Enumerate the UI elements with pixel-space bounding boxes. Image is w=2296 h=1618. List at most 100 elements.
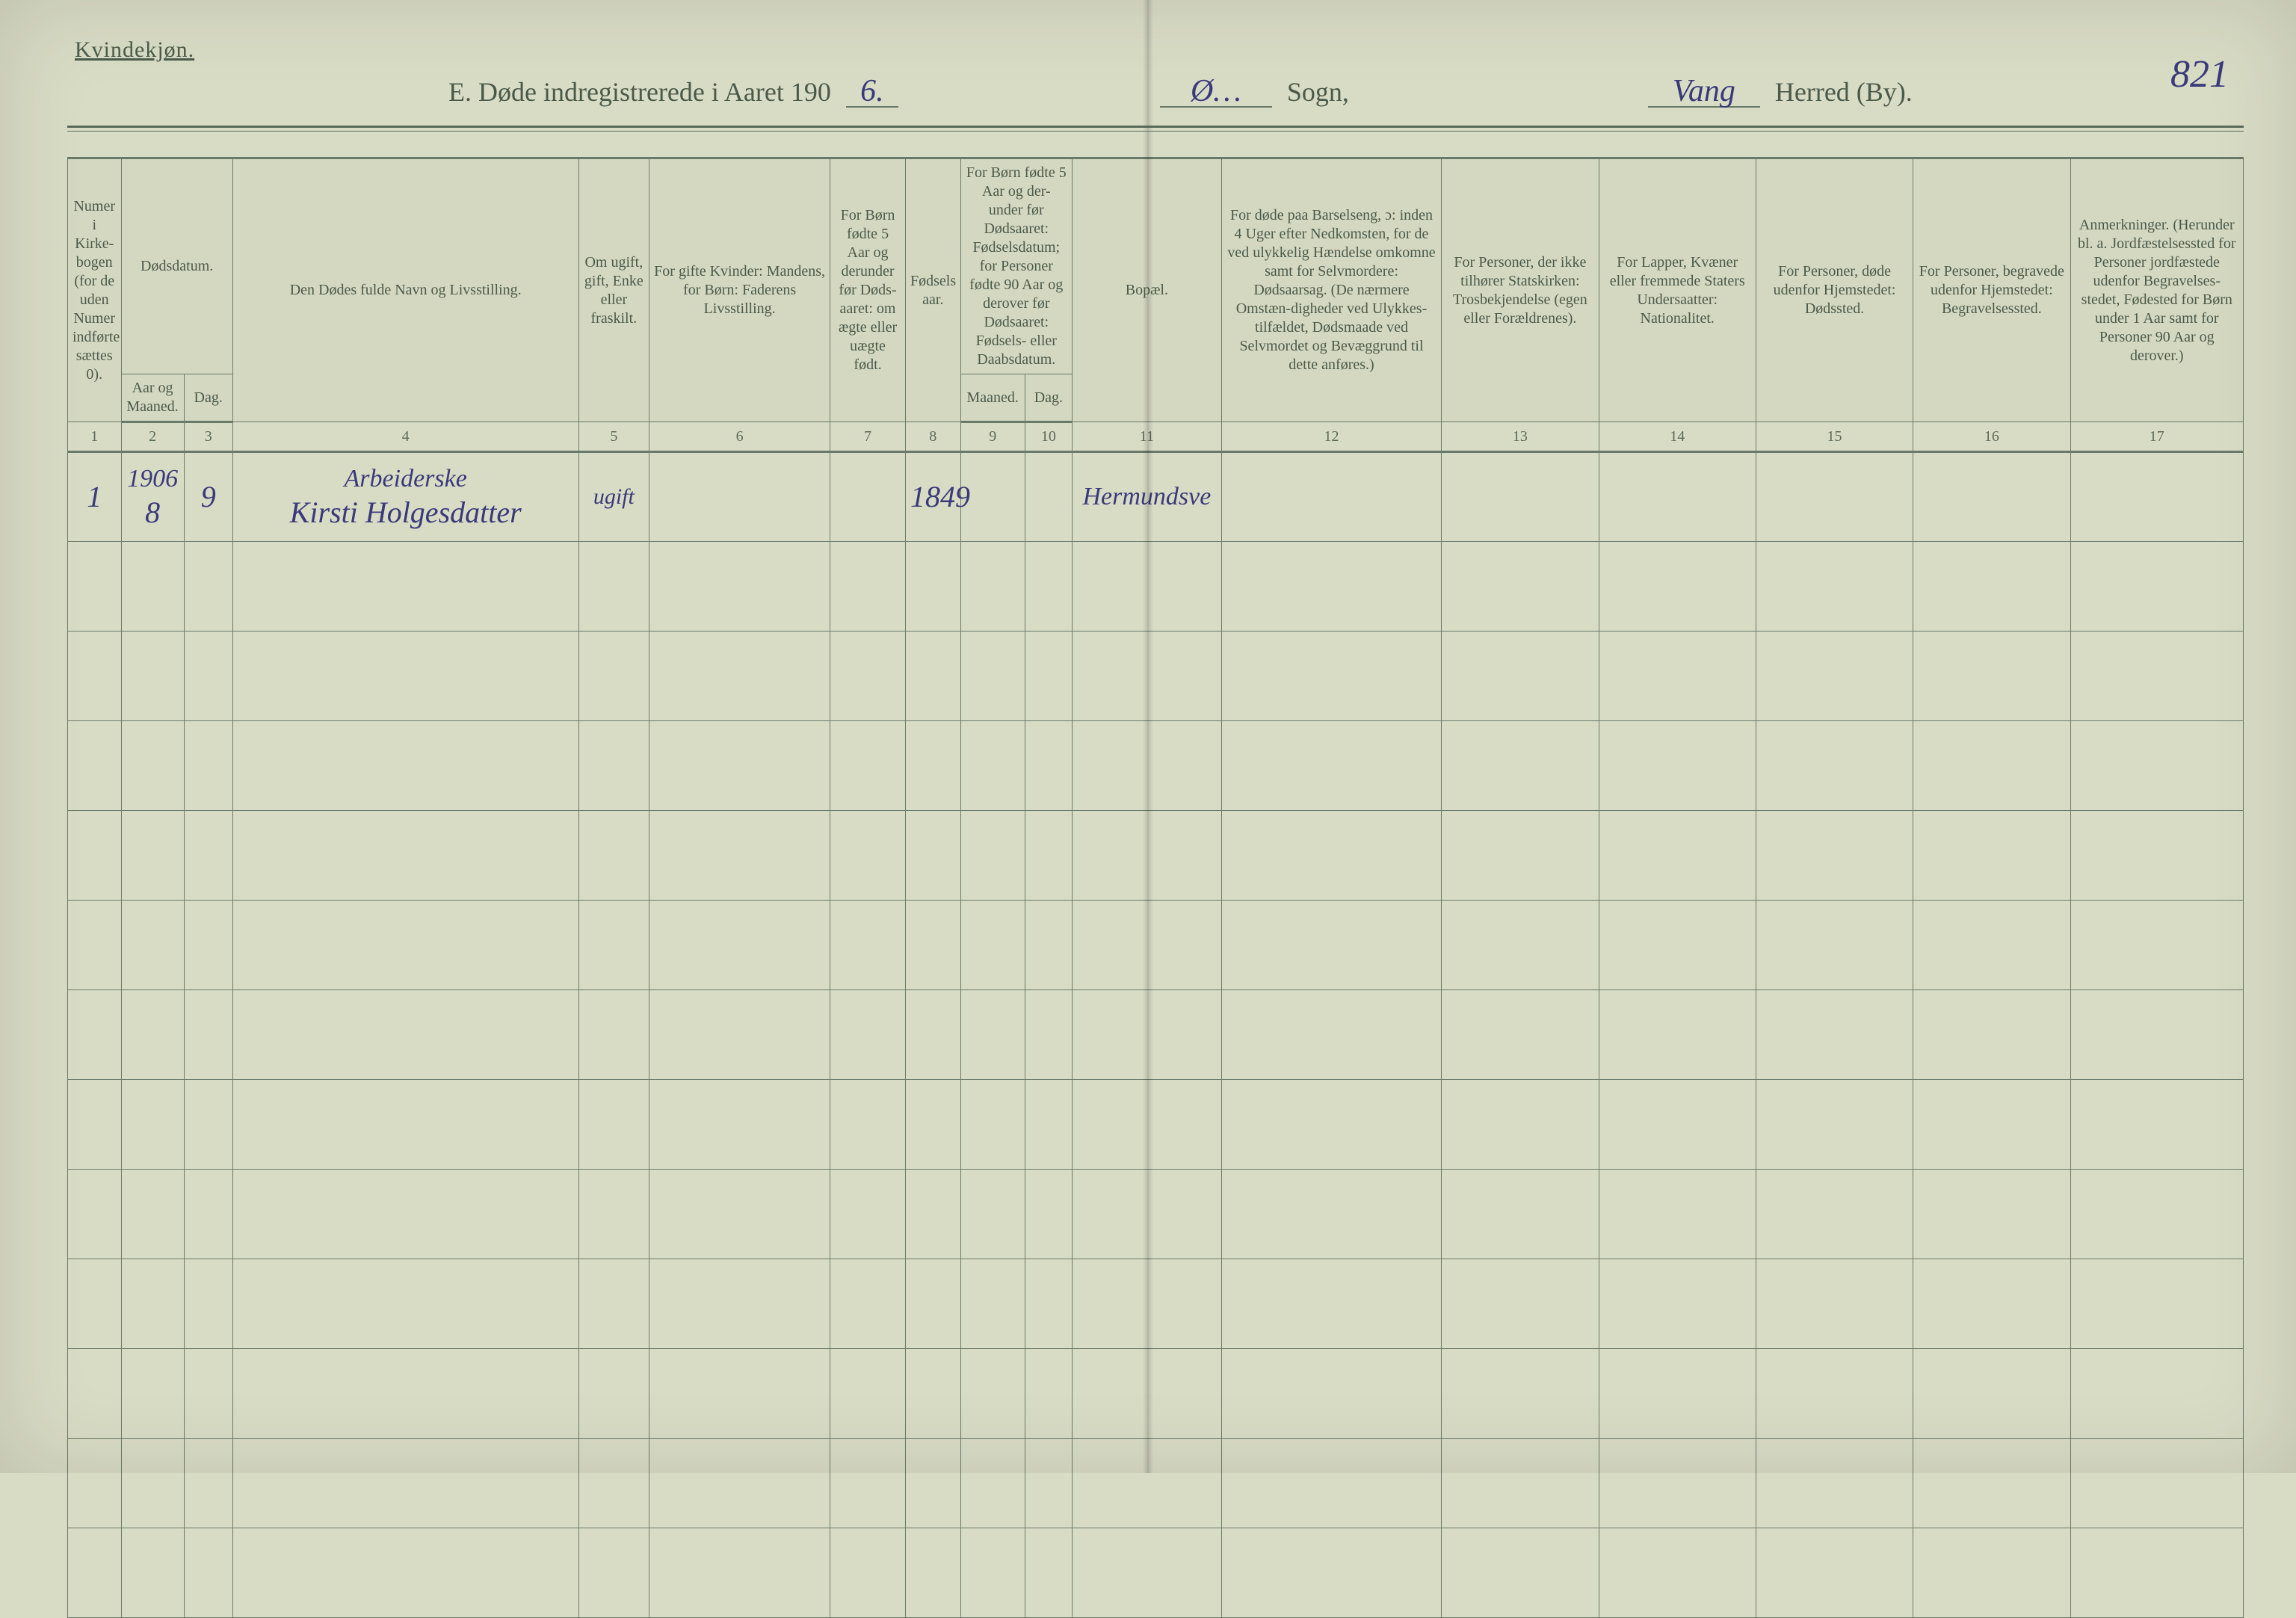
cell (906, 1349, 961, 1439)
cell (830, 1528, 906, 1618)
cell (906, 1259, 961, 1349)
col-header-12: For døde paa Barselseng, ɔ: inden 4 Uger… (1221, 158, 1441, 422)
cell (906, 542, 961, 632)
cell (184, 1349, 232, 1439)
cell (1072, 990, 1221, 1080)
cell (1072, 1170, 1221, 1259)
col-header-11: Bopæl. (1072, 158, 1221, 422)
colnum-7: 7 (830, 422, 906, 452)
colnum-row: 1234567891011121314151617 (68, 422, 2244, 452)
cell (1756, 1170, 1913, 1259)
cell (1221, 1528, 1441, 1618)
cell (1599, 1349, 1756, 1439)
hand-text: 1849 (910, 480, 970, 513)
cell (1442, 542, 1599, 632)
col-header-15: For Personer, døde udenfor Hjemstedet: D… (1756, 158, 1913, 422)
cell (232, 721, 578, 811)
cell (232, 1528, 578, 1618)
cell (2070, 632, 2243, 721)
colnum-4: 4 (232, 422, 578, 452)
colnum-6: 6 (649, 422, 830, 452)
table-row (68, 542, 2244, 632)
table-row: 1 1906 8 9 Arbeiderske Kirsti Holgesdatt… (68, 452, 2244, 542)
cell (1913, 1259, 2070, 1349)
cell (578, 632, 649, 721)
col-header-6: For gifte Kvinder: Mandens, for Børn: Fa… (649, 158, 830, 422)
corner-label: Kvindekjøn. (75, 37, 194, 63)
cell (1072, 1528, 1221, 1618)
cell (1756, 1439, 1913, 1528)
cell (906, 1528, 961, 1618)
cell (1025, 990, 1072, 1080)
cell (578, 542, 649, 632)
cell (1756, 990, 1913, 1080)
cell (68, 542, 122, 632)
cell (1913, 1439, 2070, 1528)
cell (1442, 1259, 1599, 1349)
cell (1913, 1080, 2070, 1170)
cell (2070, 1080, 2243, 1170)
cell (184, 1528, 232, 1618)
cell (2070, 1259, 2243, 1349)
cell (830, 1259, 906, 1349)
hand-text: 1906 (127, 465, 178, 492)
cell (68, 1349, 122, 1439)
cell (1913, 632, 2070, 721)
cell (68, 1259, 122, 1349)
cell (649, 1170, 830, 1259)
cell (830, 990, 906, 1080)
col-header-9-group: For Børn fødte 5 Aar og der-under før Dø… (960, 158, 1072, 374)
cell (1221, 1080, 1441, 1170)
cell (2070, 1349, 2243, 1439)
cell (649, 1439, 830, 1528)
cell (68, 811, 122, 901)
cell: 9 (184, 452, 232, 542)
cell (578, 1439, 649, 1528)
cell (68, 990, 122, 1080)
cell: 1 (68, 452, 122, 542)
cell (121, 901, 184, 990)
colnum-8: 8 (906, 422, 961, 452)
colnum-11: 11 (1072, 422, 1221, 452)
cell (960, 542, 1025, 632)
cell (830, 811, 906, 901)
cell (1599, 1259, 1756, 1349)
cell (1072, 1439, 1221, 1528)
ledger-table: Numer i Kirke-bogen (for de uden Numer i… (67, 157, 2244, 1618)
cell (1442, 1439, 1599, 1528)
cell: ugift (578, 452, 649, 542)
cell (184, 632, 232, 721)
cell (1025, 901, 1072, 990)
sogn-label: Sogn, (1287, 76, 1349, 108)
cell (1072, 1349, 1221, 1439)
col-header-16: For Personer, begravede udenfor Hjemsted… (1913, 158, 2070, 422)
cell (1442, 811, 1599, 901)
table-row (68, 1439, 2244, 1528)
cell (2070, 1439, 2243, 1528)
cell (232, 901, 578, 990)
col-header-2: Aar og Maaned. (121, 374, 184, 422)
page: Kvindekjøn. E. Døde indregistrerede i Aa… (0, 0, 2296, 1473)
cell (1756, 1080, 1913, 1170)
cell (1221, 990, 1441, 1080)
header-rule-thin (67, 131, 2244, 132)
cell (578, 721, 649, 811)
cell (232, 1349, 578, 1439)
hand-text: 8 (145, 495, 160, 529)
colnum-5: 5 (578, 422, 649, 452)
cell: Arbeiderske Kirsti Holgesdatter (232, 452, 578, 542)
cell (830, 1080, 906, 1170)
cell (68, 1439, 122, 1528)
herred-blank-hand: Vang (1648, 73, 1760, 108)
table-header: Numer i Kirke-bogen (for de uden Numer i… (68, 158, 2244, 452)
cell (1025, 632, 1072, 721)
col-header-17: Anmerkninger. (Herunder bl. a. Jordfæste… (2070, 158, 2243, 422)
cell (1442, 901, 1599, 990)
cell (1025, 1170, 1072, 1259)
cell (906, 811, 961, 901)
cell (1025, 542, 1072, 632)
cell (649, 452, 830, 542)
hand-text: Hermundsve (1082, 483, 1211, 510)
table-row (68, 1528, 2244, 1618)
cell (649, 632, 830, 721)
